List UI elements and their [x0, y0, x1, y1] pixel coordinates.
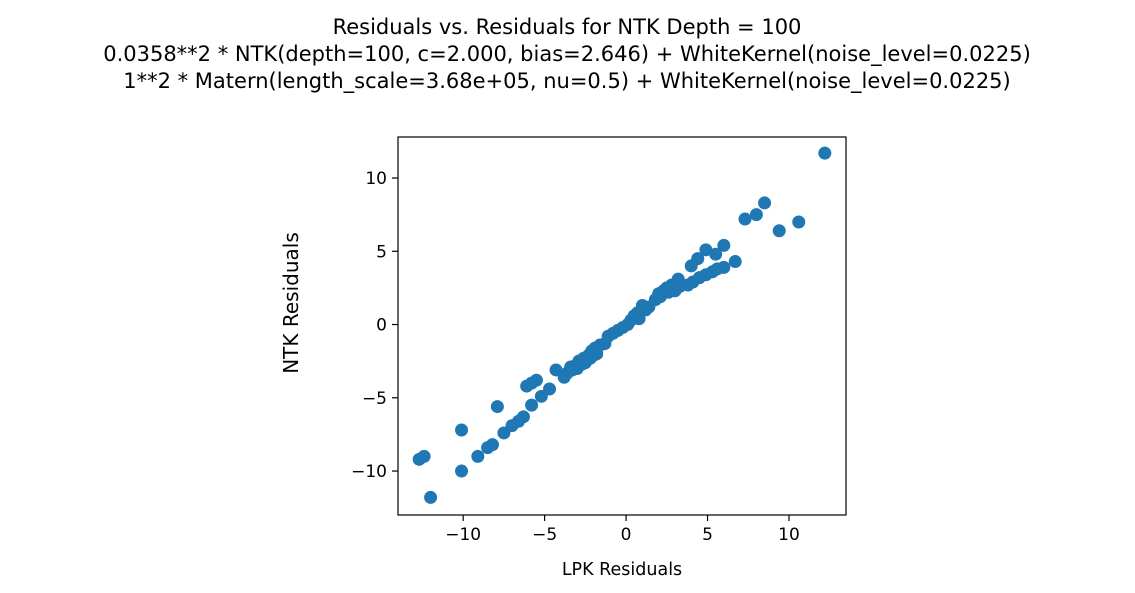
x-axis-label: LPK Residuals [562, 560, 682, 580]
data-point [792, 215, 806, 229]
y-tick-label: −5 [362, 389, 387, 409]
data-point [684, 259, 698, 273]
data-point [525, 398, 539, 412]
data-point [455, 464, 469, 478]
x-tick-label: 5 [702, 525, 713, 545]
data-point [471, 449, 485, 463]
data-point [758, 196, 772, 210]
data-point [520, 379, 534, 393]
x-tick-label: −5 [532, 525, 557, 545]
data-point [534, 389, 548, 403]
data-point [738, 212, 752, 226]
data-point [749, 208, 763, 222]
data-point [549, 363, 563, 377]
data-point [497, 426, 511, 440]
data-point [772, 224, 786, 238]
data-point [709, 247, 723, 261]
data-point [717, 238, 731, 252]
plot-frame [397, 136, 847, 516]
data-point [818, 146, 832, 160]
y-tick-label: −10 [351, 462, 387, 482]
data-point [424, 490, 438, 504]
data-point [481, 441, 495, 455]
y-tick-label: 5 [376, 242, 387, 262]
data-point [586, 348, 600, 362]
data-point [455, 423, 469, 437]
chart-title-line-2: 0.0358**2 * NTK(depth=100, c=2.000, bias… [103, 42, 1031, 67]
data-point [490, 400, 504, 414]
chart-title-line-1: Residuals vs. Residuals for NTK Depth = … [333, 15, 802, 39]
y-tick-label: 10 [365, 169, 387, 189]
x-tick-label: 0 [621, 525, 632, 545]
x-tick-label: 10 [778, 525, 800, 545]
chart-title-line-3: 1**2 * Matern(length_scale=3.68e+05, nu=… [123, 69, 1011, 94]
axes: −10 −5 0 5 10 −10 −5 0 5 10 [351, 136, 847, 545]
x-tick-label: −10 [445, 525, 481, 545]
y-axis-label: NTK Residuals [279, 232, 303, 374]
data-point [412, 452, 426, 466]
y-tick-label: 0 [376, 316, 387, 336]
data-point [728, 255, 742, 269]
scatter-points [412, 146, 832, 504]
data-point [699, 243, 713, 257]
